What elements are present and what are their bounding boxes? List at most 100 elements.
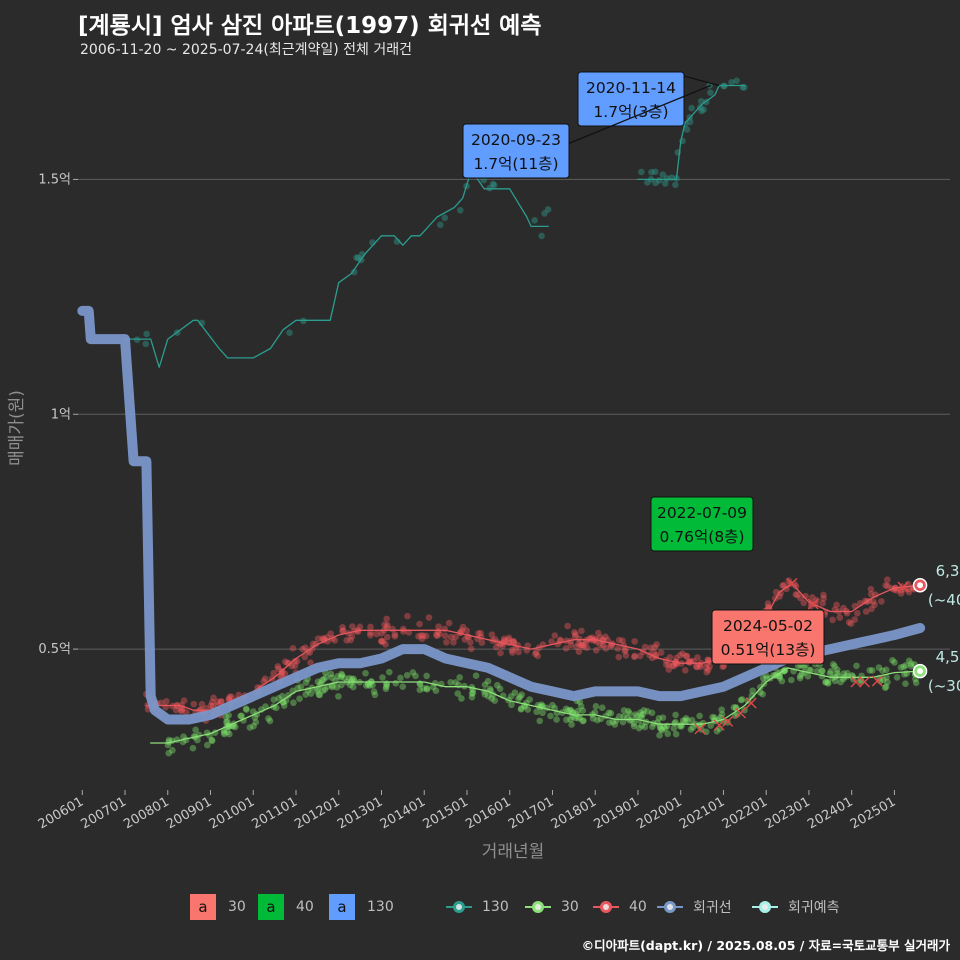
scatter-point-30 bbox=[813, 667, 821, 675]
scatter-point-30 bbox=[905, 657, 913, 665]
legend-item-line-40[interactable]: 40 bbox=[593, 893, 647, 921]
legend-item-fill-30[interactable]: a 30 bbox=[190, 893, 246, 921]
scatter-point-130 bbox=[286, 329, 293, 336]
x-tick-label: 200701 bbox=[79, 794, 129, 832]
legend-item-fill-130[interactable]: a 130 bbox=[329, 893, 394, 921]
legend-item-line-130[interactable]: 130 bbox=[446, 893, 509, 921]
scatter-point-30 bbox=[468, 690, 476, 697]
scatter-point-30 bbox=[494, 681, 501, 689]
callout-value: 1.7억(3층) bbox=[593, 103, 668, 121]
scatter-point-40 bbox=[694, 654, 701, 661]
legend-item-fill-40[interactable]: a 40 bbox=[258, 893, 314, 921]
series-line-40 bbox=[145, 582, 921, 711]
scatter-point-40 bbox=[400, 625, 407, 633]
scatter-point-40 bbox=[583, 644, 591, 652]
scatter-point-30 bbox=[882, 683, 890, 690]
scatter-point-30 bbox=[515, 695, 522, 703]
scatter-point-40 bbox=[641, 643, 649, 651]
scatter-point-30 bbox=[844, 669, 851, 677]
scatter-point-40 bbox=[488, 631, 496, 638]
scatter-point-30 bbox=[749, 687, 756, 695]
scatter-point-30 bbox=[221, 730, 228, 738]
legend-item-line-regression[interactable]: 회귀선 bbox=[657, 893, 732, 921]
x-tick-label: 201801 bbox=[549, 794, 599, 832]
scatter-point-130 bbox=[353, 254, 360, 261]
scatter-point-40 bbox=[564, 622, 571, 630]
scatter-point-40 bbox=[670, 662, 677, 670]
x-tick-label: 202201 bbox=[720, 794, 770, 832]
scatter-point-30 bbox=[597, 715, 605, 723]
scatter-point-30 bbox=[822, 678, 830, 686]
scatter-point-30 bbox=[626, 717, 634, 724]
scatter-point-40 bbox=[883, 576, 891, 583]
scatter-point-40 bbox=[820, 591, 827, 599]
scatter-point-30 bbox=[180, 733, 187, 740]
scatter-point-40 bbox=[207, 702, 215, 709]
scatter-point-40 bbox=[180, 697, 188, 704]
legend-item-line-30[interactable]: 30 bbox=[525, 893, 579, 921]
scatter-point-40 bbox=[208, 698, 216, 706]
scatter-point-40 bbox=[391, 631, 399, 638]
scatter-point-30 bbox=[382, 685, 390, 693]
scatter-point-30 bbox=[403, 672, 411, 679]
scatter-point-30 bbox=[204, 741, 211, 749]
scatter-point-30 bbox=[468, 693, 476, 701]
scatter-point-40 bbox=[573, 643, 580, 651]
scatter-point-40 bbox=[210, 694, 217, 702]
scatter-point-130 bbox=[541, 210, 548, 217]
scatter-point-40 bbox=[797, 594, 804, 602]
scatter-point-30 bbox=[902, 680, 909, 687]
scatter-point-30 bbox=[392, 679, 400, 687]
scatter-point-40 bbox=[871, 601, 878, 609]
cross-marker bbox=[722, 715, 734, 727]
scatter-point-130 bbox=[648, 168, 655, 176]
scatter-point-40 bbox=[302, 644, 309, 652]
end-point-core bbox=[917, 668, 924, 675]
scatter-point-30 bbox=[447, 679, 454, 686]
scatter-point-40 bbox=[575, 640, 582, 647]
scatter-point-40 bbox=[172, 706, 180, 714]
scatter-point-30 bbox=[297, 683, 305, 691]
scatter-point-30 bbox=[670, 725, 678, 732]
scatter-points bbox=[133, 77, 922, 757]
scatter-point-30 bbox=[707, 722, 714, 729]
scatter-point-40 bbox=[367, 623, 374, 631]
scatter-point-130 bbox=[686, 118, 694, 126]
scatter-point-30 bbox=[591, 709, 599, 716]
scatter-point-30 bbox=[757, 683, 764, 691]
scatter-point-30 bbox=[369, 681, 376, 689]
x-tick-label: 202101 bbox=[677, 794, 727, 832]
scatter-point-30 bbox=[225, 711, 233, 719]
scatter-point-40 bbox=[897, 590, 905, 597]
scatter-point-30 bbox=[481, 681, 489, 688]
scatter-point-130 bbox=[544, 206, 552, 213]
scatter-point-30 bbox=[659, 714, 667, 721]
cross-marker bbox=[871, 675, 883, 687]
scatter-point-40 bbox=[378, 637, 385, 645]
scatter-point-30 bbox=[718, 711, 726, 718]
end-label-0: 6,355 (~40㎡) bbox=[912, 562, 960, 609]
scatter-point-30 bbox=[346, 681, 354, 689]
scatter-point-30 bbox=[189, 744, 197, 752]
scatter-point-30 bbox=[840, 670, 847, 677]
scatter-point-30 bbox=[517, 705, 525, 713]
scatter-point-30 bbox=[619, 718, 627, 726]
scatter-point-40 bbox=[571, 633, 579, 640]
scatter-point-30 bbox=[302, 679, 310, 686]
scatter-point-40 bbox=[422, 632, 430, 640]
scatter-point-40 bbox=[631, 652, 639, 660]
scatter-point-40 bbox=[379, 638, 387, 645]
scatter-point-130 bbox=[142, 340, 150, 348]
scatter-point-40 bbox=[214, 698, 221, 706]
scatter-point-40 bbox=[289, 644, 297, 652]
scatter-point-30 bbox=[902, 662, 910, 669]
scatter-point-40 bbox=[851, 616, 859, 623]
legend-item-line-prediction[interactable]: 회귀예측 bbox=[752, 893, 840, 921]
scatter-point-30 bbox=[875, 664, 883, 671]
series-lines bbox=[77, 84, 926, 744]
legend-line-swatch bbox=[657, 894, 683, 920]
scatter-point-130 bbox=[672, 181, 679, 189]
scatter-point-30 bbox=[266, 717, 274, 725]
scatter-point-30 bbox=[567, 706, 575, 714]
scatter-point-40 bbox=[703, 668, 711, 676]
